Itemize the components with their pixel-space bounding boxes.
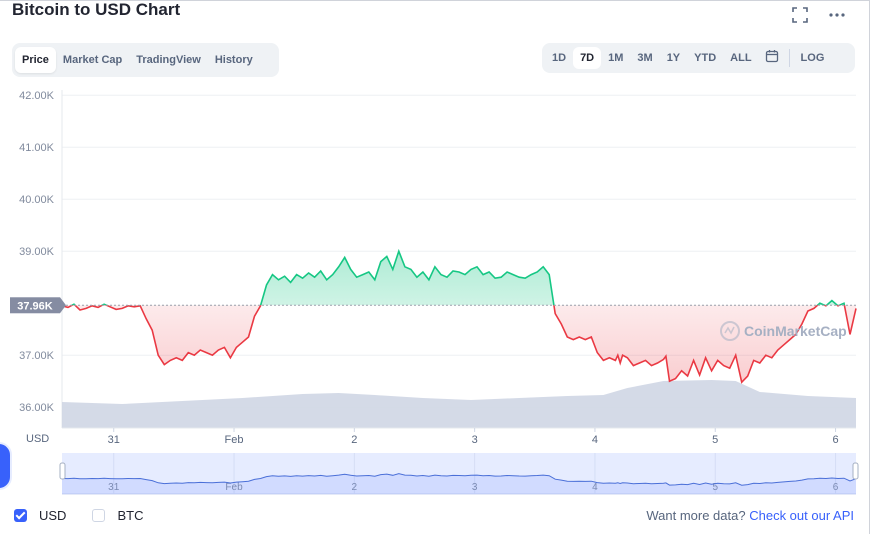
watermark-text: CoinMarketCap — [744, 323, 847, 339]
calendar-button[interactable] — [759, 46, 785, 71]
navigator-tick-label: 3 — [472, 482, 478, 493]
x-tick-label: 2 — [351, 434, 357, 446]
navigator: 31 Feb 2 3 4 5 6 — [59, 453, 859, 495]
side-badge[interactable] — [0, 442, 12, 490]
range-ytd[interactable]: YTD — [694, 52, 717, 64]
chart-title: Bitcoin to USD Chart — [12, 0, 181, 19]
baseline-badge-tip — [60, 297, 66, 314]
x-tick-label: 6 — [832, 434, 838, 446]
range-1d[interactable]: 1D — [552, 52, 567, 64]
volume-shape — [62, 380, 856, 428]
grid-lines — [61, 90, 856, 428]
y-tick-label: 41.00K — [19, 142, 55, 154]
tab-history[interactable]: History — [214, 54, 253, 66]
x-tick-label: Feb — [225, 434, 244, 446]
navigator-window — [62, 453, 856, 494]
chart-tabs: Price Market Cap TradingView History — [12, 43, 279, 77]
range-1y[interactable]: 1Y — [666, 52, 681, 64]
y-tick-label: 42.00K — [19, 90, 55, 102]
y-tick-label: 39.00K — [19, 246, 55, 258]
range-divider — [788, 49, 790, 67]
range-selector: 1D 7D 1M 3M 1Y YTD ALL LOG — [542, 43, 855, 73]
baseline-label: 37.96K — [17, 300, 53, 312]
series-line-up — [62, 248, 846, 306]
range-all[interactable]: ALL — [730, 52, 752, 64]
navigator-tick-label: 31 — [108, 482, 120, 493]
more-dots-icon[interactable] — [828, 6, 846, 24]
x-tick-label: 4 — [592, 434, 598, 446]
navigator-tick-label: 2 — [352, 482, 358, 493]
baseline-marker: 37.96K — [10, 297, 856, 314]
y-unit-label: USD — [26, 433, 49, 445]
navigator-tick-label: 5 — [712, 482, 718, 493]
tab-price[interactable]: Price — [15, 47, 56, 73]
area-up — [71, 251, 845, 306]
series-line-down — [61, 305, 857, 384]
volume-area — [62, 380, 856, 428]
baseline-badge — [10, 297, 60, 314]
calendar-icon — [765, 49, 778, 62]
navigator-line — [61, 473, 857, 486]
coinmarketcap-logo-icon — [720, 321, 740, 341]
y-tick-label: 40.00K — [19, 194, 55, 206]
navigator-tick-label: 4 — [592, 482, 598, 493]
navigator-tick-label: 6 — [833, 482, 839, 493]
x-tick-label: 31 — [108, 434, 120, 446]
watermark: CoinMarketCap — [720, 321, 847, 341]
navigator-area — [62, 473, 856, 494]
more-data: Want more data? Check out our API — [646, 508, 854, 523]
area-down — [62, 305, 856, 383]
x-tick-label: 3 — [472, 434, 478, 446]
tab-market-cap[interactable]: Market Cap — [62, 54, 123, 66]
x-axis: 31 Feb 2 3 4 5 6 — [62, 427, 856, 446]
log-toggle[interactable]: LOG — [800, 52, 825, 64]
top-border — [0, 0, 870, 1]
navigator-tick-label: Feb — [225, 482, 243, 493]
usd-label: USD — [39, 508, 67, 523]
price-area — [62, 251, 856, 383]
y-axis: 42.00K 41.00K 40.00K 39.00K 37.00K 36.00K USD — [19, 90, 55, 445]
x-tick-label: 5 — [712, 434, 718, 446]
usd-checkbox[interactable] — [14, 509, 27, 522]
currency-toggles: USD BTC — [14, 508, 169, 523]
navigator-handle-right — [852, 462, 859, 480]
y-tick-label: 36.00K — [19, 402, 55, 414]
range-3m[interactable]: 3M — [637, 52, 653, 64]
range-1m[interactable]: 1M — [608, 52, 624, 64]
navigator-handle-left — [59, 462, 66, 480]
api-link[interactable]: Check out our API — [749, 508, 854, 523]
fullscreen-icon[interactable] — [791, 6, 809, 24]
range-7d[interactable]: 7D — [573, 47, 602, 69]
tab-tradingview[interactable]: TradingView — [136, 54, 201, 66]
price-line — [61, 248, 857, 384]
y-tick-label: 37.00K — [19, 350, 55, 362]
more-data-text: Want more data? — [646, 508, 746, 523]
btc-checkbox[interactable] — [92, 509, 106, 522]
btc-label: BTC — [117, 508, 144, 523]
